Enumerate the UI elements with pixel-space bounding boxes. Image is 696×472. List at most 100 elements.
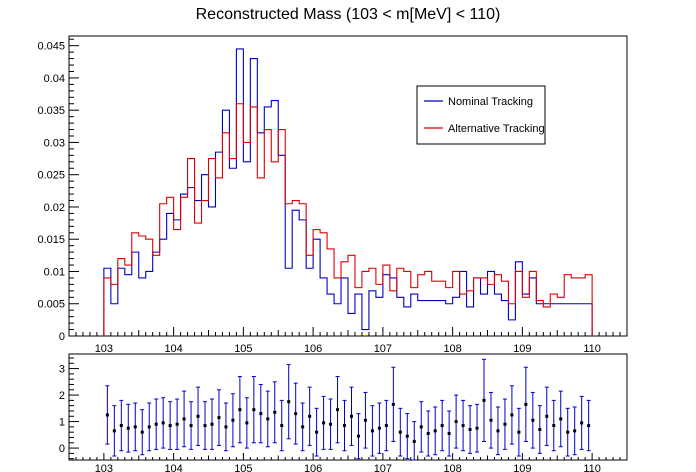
ratio-panel: 0 1 2 3 103 104 105 106 107 108 109 110	[59, 353, 628, 472]
histogram-bin	[278, 130, 285, 336]
histogram-bin	[104, 278, 111, 336]
histogram-bin	[578, 278, 585, 336]
ratio-marker	[398, 430, 402, 434]
ratio-x-tick-label: 103	[95, 463, 113, 472]
ratio-point	[147, 402, 152, 452]
ratio-y-tick-label: 2	[59, 390, 65, 402]
ratio-marker	[566, 430, 570, 434]
ratio-marker	[503, 422, 507, 426]
main-x-tick-label: 109	[513, 343, 531, 355]
ratio-marker	[349, 414, 353, 418]
histogram-bin	[481, 278, 488, 336]
ratio-point	[307, 386, 312, 446]
ratio-marker	[426, 432, 430, 435]
ratio-point	[370, 405, 375, 457]
ratio-marker	[391, 402, 395, 406]
ratio-point	[537, 405, 542, 454]
ratio-marker	[468, 428, 472, 432]
ratio-point	[196, 386, 201, 446]
ratio-point	[175, 398, 180, 450]
histogram-bin	[348, 255, 355, 336]
histogram-bin	[390, 291, 397, 336]
legend: Nominal Tracking Alternative Tracking	[416, 85, 546, 145]
histogram-bin	[501, 281, 508, 336]
ratio-point	[223, 402, 228, 452]
histogram-bin	[585, 275, 592, 336]
ratio-marker	[196, 414, 200, 418]
ratio-marker	[126, 426, 130, 430]
ratio-point	[530, 391, 535, 449]
main-y-tick-label: 0.02	[44, 202, 65, 214]
histogram-bin	[215, 178, 222, 336]
ratio-point	[544, 386, 549, 446]
ratio-marker	[105, 413, 109, 417]
ratio-point	[161, 397, 166, 449]
ratio-x-tick-label: 104	[164, 463, 182, 472]
ratio-marker	[524, 402, 528, 406]
main-x-tick-label: 104	[164, 343, 182, 355]
histogram-bin	[209, 159, 216, 336]
histogram-bin	[418, 275, 425, 336]
ratio-point	[265, 390, 270, 448]
histogram-bin	[494, 275, 501, 336]
ratio-marker	[112, 429, 116, 433]
histogram-bin	[341, 262, 348, 336]
ratio-point	[502, 398, 507, 450]
ratio-marker	[259, 412, 263, 416]
ratio-point	[133, 402, 138, 452]
ratio-marker	[287, 400, 291, 404]
ratio-marker	[454, 420, 458, 424]
ratio-point	[328, 398, 333, 450]
histogram-bin	[153, 255, 160, 336]
ratio-point	[182, 390, 187, 448]
histogram-bin	[271, 162, 278, 336]
main-x-tick-label: 103	[95, 343, 113, 355]
histogram-bin	[446, 288, 453, 336]
ratio-marker	[147, 425, 151, 429]
histogram-bin	[557, 297, 564, 336]
histogram-bin	[362, 271, 369, 336]
ratio-point	[112, 405, 117, 457]
histogram-bin	[334, 278, 341, 336]
histogram-bin	[488, 284, 495, 336]
ratio-marker	[168, 424, 172, 428]
ratio-marker	[573, 429, 577, 433]
ratio-point	[572, 406, 577, 456]
ratio-point	[391, 366, 396, 442]
legend-box	[416, 85, 546, 145]
histogram-bin	[229, 159, 236, 336]
histogram-bin	[181, 197, 188, 336]
ratio-marker	[461, 424, 465, 428]
ratio-marker	[405, 434, 409, 438]
ratio-marker	[552, 424, 556, 428]
ratio-point	[342, 399, 347, 452]
legend-label-alternative: Alternative Tracking	[448, 123, 545, 135]
histogram-bin	[508, 304, 515, 336]
ratio-point	[251, 376, 256, 444]
histogram-bin	[439, 281, 446, 336]
ratio-plot-frame	[68, 353, 628, 461]
ratio-marker	[384, 424, 388, 428]
ratio-point	[579, 395, 584, 450]
histogram-bin	[188, 159, 195, 336]
ratio-point	[363, 391, 368, 449]
ratio-point	[558, 390, 563, 448]
histogram-outline	[103, 103, 593, 336]
main-y-tick-label: 0.015	[37, 234, 65, 246]
main-histogram-panel: 0 0.005 0.01 0.015 0.02 0.025 0.03 0.035 0.04 0.0…	[37, 35, 628, 355]
ratio-marker	[140, 430, 144, 434]
ratio-marker	[336, 408, 340, 412]
ratio-point	[475, 403, 480, 453]
ratio-point	[495, 406, 500, 456]
main-x-tick-label: 110	[583, 343, 601, 355]
histogram-bin	[411, 288, 418, 336]
ratio-point	[440, 399, 445, 452]
ratio-y-tick-label: 3	[59, 364, 65, 376]
ratio-point	[565, 407, 570, 457]
series-alternative-tracking	[103, 103, 593, 336]
chart-title: Reconstructed Mass (103 < m[MeV] < 110)	[196, 6, 501, 23]
ratio-marker	[412, 439, 416, 443]
ratio-marker	[433, 429, 437, 433]
ratio-marker	[182, 417, 186, 421]
